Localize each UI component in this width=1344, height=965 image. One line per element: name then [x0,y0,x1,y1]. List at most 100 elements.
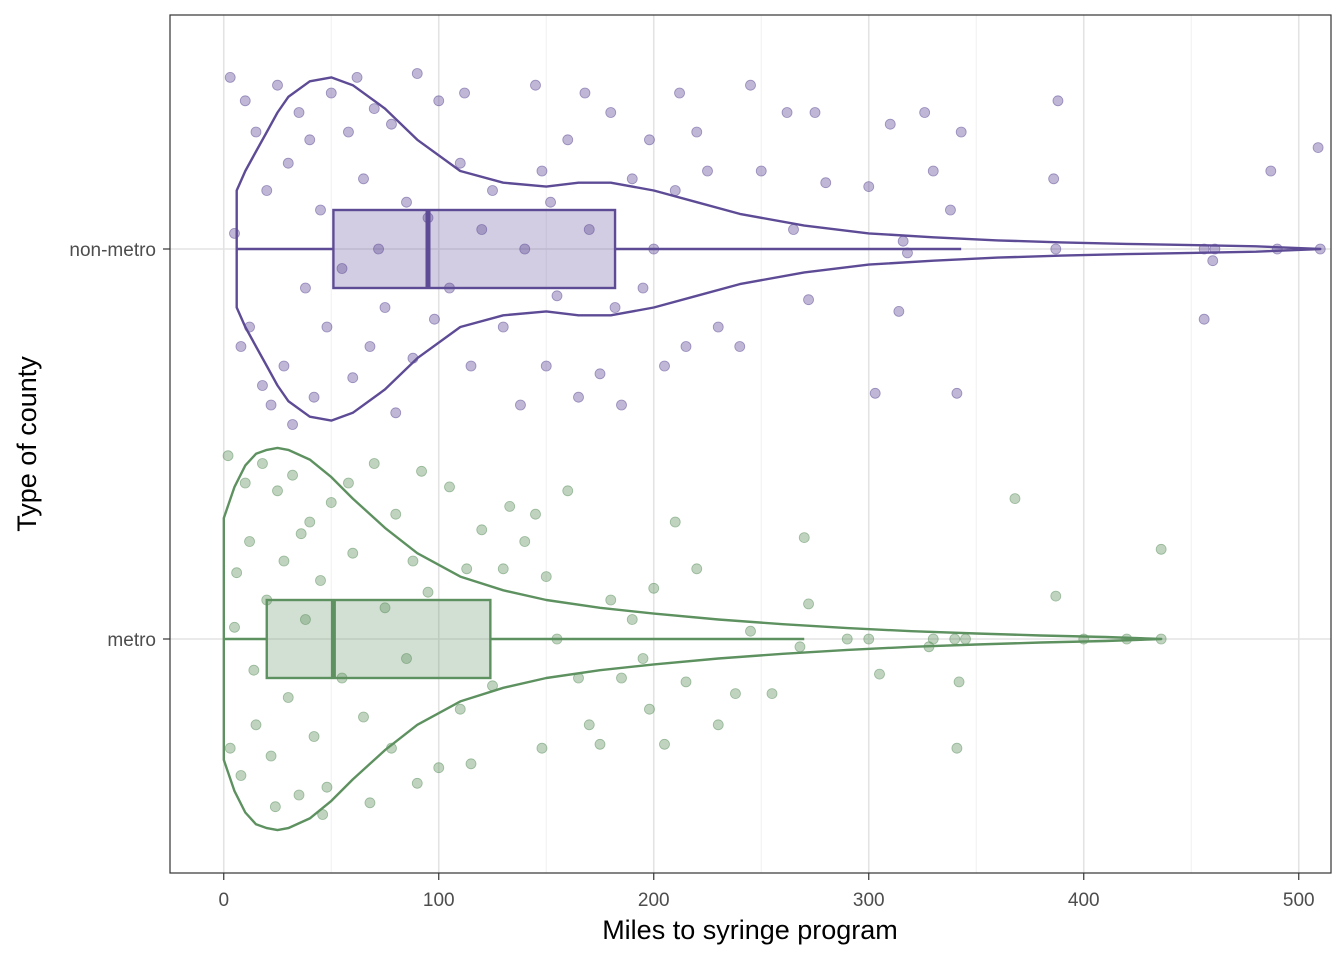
data-point [626,173,638,185]
data-point [308,391,320,403]
data-point [351,72,363,83]
data-point [515,399,526,411]
data-point [235,341,247,352]
data-point [265,399,277,411]
data-point [300,614,311,625]
data-point [551,290,563,302]
data-point [691,563,703,575]
data-point [465,360,477,372]
data-point [347,372,359,384]
data-point [594,368,606,380]
data-point [897,235,909,247]
data-point [951,387,963,399]
data-point [540,571,552,582]
data-point [300,282,311,294]
data-point [411,777,423,789]
data-point [321,321,333,333]
data-point [373,243,384,255]
data-point [1050,243,1062,255]
x-axis-title: Miles to syringe program [602,915,898,945]
data-point [745,625,756,637]
data-point [955,126,967,138]
data-point [545,196,556,208]
data-point [605,107,617,118]
data-point [325,87,337,99]
data-point [317,809,329,820]
data-point [315,575,326,586]
data-point [1271,243,1283,255]
data-point [841,633,853,645]
data-point [497,321,509,333]
data-point [433,762,445,774]
data-point [573,391,584,403]
data-point [272,485,283,497]
data-point [459,87,470,99]
data-point [244,536,255,547]
data-point [893,305,905,317]
data-point [407,555,419,567]
data-point [674,87,685,99]
data-point [712,719,724,731]
data-point [476,224,488,235]
data-point [680,341,692,352]
data-point [874,668,885,680]
y-tick-label: metro [107,630,156,651]
data-point [476,524,488,536]
data-point [781,107,793,118]
data-point [416,465,427,477]
data-point [644,134,655,146]
data-point [461,563,473,575]
data-point [278,555,290,567]
data-point [691,126,703,138]
data-point [766,688,778,699]
data-point [648,582,660,594]
data-point [454,157,466,169]
data-point [250,719,262,731]
data-point [1155,543,1167,555]
data-point [863,181,875,193]
data-point [224,72,236,83]
data-point [536,742,548,754]
data-point [308,731,320,742]
data-point [293,789,305,801]
data-point [680,676,692,688]
data-point [669,185,681,196]
data-point [1009,493,1021,505]
data-point [304,134,316,146]
x-tick-label: 400 [1068,890,1100,911]
series-non-metro [224,68,1326,430]
data-point [229,227,240,239]
data-point [1052,95,1064,107]
data-point [250,126,262,138]
data-point [231,567,243,579]
data-point [401,653,412,664]
data-point [343,477,354,489]
data-point [235,770,247,781]
data-point [295,528,307,540]
data-point [368,458,380,469]
data-point [863,633,875,645]
data-point [343,126,354,138]
data-point [1198,313,1210,325]
data-point [454,703,466,715]
data-point [465,758,477,770]
x-tick-label: 0 [218,890,229,911]
data-point [960,633,971,645]
data-point [637,653,649,664]
data-point [1207,255,1219,267]
data-point [562,485,574,497]
data-point [304,516,316,528]
data-point [1050,590,1062,602]
data-point [422,586,434,598]
violin-outline [235,76,1322,422]
data-point [239,477,251,489]
data-point [411,68,423,79]
data-point [287,419,298,430]
data-point [927,165,939,177]
x-tick-label: 200 [638,890,670,911]
violin-outline [222,446,1163,832]
data-point [325,497,337,508]
data-point [282,692,294,703]
data-point [730,688,741,699]
data-point [487,185,498,196]
